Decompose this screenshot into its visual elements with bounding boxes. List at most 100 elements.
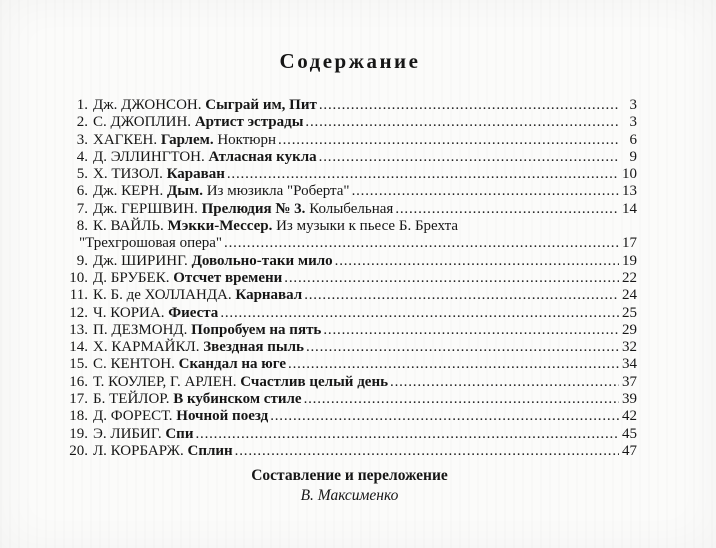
footer-credit-name: В. Максименко: [300, 487, 399, 504]
entry-author: Л. КОРБАРЖ.: [93, 442, 188, 459]
footer: Составление и переложение В. Максименко: [62, 466, 637, 506]
entry-title: Сыграй им, Пит: [205, 97, 317, 113]
toc-entry: 2. С. ДЖОПЛИН. Артист эстрады............…: [62, 114, 637, 131]
entry-number: 6.: [76, 183, 88, 200]
entry-text: П. ДЕЗМОНД. Попробуем на пять: [88, 322, 321, 339]
page-number: 9: [629, 148, 638, 165]
entry-text: Д. БРУБЕК. Отсчет времени: [88, 270, 282, 287]
dot-leader: ........................................…: [288, 356, 619, 373]
entry-text: ХАГКЕН. Гарлем. Ноктюрн: [88, 132, 276, 149]
entry-number: 20.: [69, 442, 88, 459]
page-number: 22: [622, 269, 637, 286]
page-number: 32: [622, 339, 637, 356]
page-number: 45: [622, 425, 637, 442]
toc-entry: 13. П. ДЕЗМОНД. Попробуем на пять........…: [62, 322, 637, 339]
entry-number: 18.: [69, 408, 88, 425]
entry-author: Д. ФОРЕСТ.: [93, 408, 177, 425]
entry-number: 19.: [69, 425, 88, 442]
entry-text: Д. ФОРЕСТ. Ночной поезд: [88, 408, 268, 425]
toc-entry: 18. Д. ФОРЕСТ. Ночной поезд..............…: [62, 408, 637, 425]
toc-entry: 10. Д. БРУБЕК. Отсчет времени............…: [62, 270, 637, 287]
entry-subtitle: Из мюзикла "Роберта": [202, 183, 350, 200]
entry-title: Счастлив целый день: [240, 373, 389, 390]
entry-title: Карнавал: [235, 287, 303, 304]
entry-author: Х. КАРМАЙКЛ.: [93, 339, 204, 356]
toc-entry: 12. Ч. КОРИА. Фиеста.....................…: [62, 305, 637, 322]
toc-entry: 5. Х. ТИЗОЛ. Караван.....................…: [62, 166, 637, 183]
entry-number: 8.: [76, 218, 88, 235]
entry-title: Атласная кукла: [208, 148, 317, 165]
page-number: 13: [622, 183, 637, 200]
dot-leader: ........................................…: [303, 391, 619, 408]
entry-author: Дж. ШИРИНГ.: [93, 252, 192, 269]
page-title: Содержание: [279, 49, 421, 73]
entry-number: 13.: [69, 321, 88, 338]
toc-entry: 1. Дж. ДЖОНСОН. Сыграй им, Пит...........…: [62, 97, 637, 114]
dot-leader: ........................................…: [351, 183, 619, 200]
toc-entry-continuation: "Трехгрошовая опера"....................…: [62, 235, 637, 252]
entry-text: Б. ТЕЙЛОР. В кубинском стиле: [88, 391, 302, 408]
toc-list: 1. Дж. ДЖОНСОН. Сыграй им, Пит...........…: [62, 97, 637, 460]
entry-title: Спи: [165, 425, 194, 442]
toc-entry: 4. Д. ЭЛЛИНГТОН. Атласная кукла..........…: [62, 149, 637, 166]
entry-title: В кубинском стиле: [173, 391, 302, 408]
entry-text: Л. КОРБАРЖ. Сплин: [88, 443, 233, 460]
toc-entry: 16. Т. КОУЛЕР, Г. АРЛЕН. Счастлив целый д…: [62, 374, 637, 391]
entry-number: 5.: [76, 166, 88, 183]
toc-entry: 8. К. ВАЙЛЬ. Мэкки-Мессер. Из музыки к пь…: [62, 218, 637, 235]
entry-author: Дж. КЕРН.: [93, 183, 167, 200]
entry-text: К. ВАЙЛЬ. Мэкки-Мессер. Из музыки к пьес…: [88, 218, 458, 235]
dot-leader: ........................................…: [304, 287, 619, 304]
page-number: 47: [622, 442, 637, 459]
entry-title: Звездная пыль: [203, 339, 304, 356]
entry-number: 9.: [76, 252, 88, 269]
dot-leader: ........................................…: [234, 442, 619, 459]
entry-text: С. КЕНТОН. Скандал на юге: [88, 356, 286, 373]
toc-entry: 14. Х. КАРМАЙКЛ. Звездная пыль...........…: [62, 339, 637, 356]
entry-number: 7.: [76, 200, 88, 217]
entry-text: Ч. КОРИА. Фиеста: [88, 305, 218, 322]
entry-title: Скандал на юге: [178, 356, 287, 373]
entry-title: Прелюдия № 3.: [201, 200, 306, 217]
entry-number: 15.: [69, 356, 88, 373]
toc-entry: 11. К. Б. де ХОЛЛАНДА. Карнавал..........…: [62, 287, 637, 304]
dot-leader: ........................................…: [334, 252, 619, 269]
toc-entry: 20. Л. КОРБАРЖ. Сплин....................…: [62, 443, 637, 460]
dot-leader: ........................................…: [278, 131, 619, 148]
dot-leader: ........................................…: [224, 235, 619, 252]
entry-author: С. КЕНТОН.: [93, 356, 179, 373]
entry-text: Э. ЛИБИГ. Спи: [88, 426, 193, 443]
entry-number: 14.: [69, 339, 88, 356]
dot-leader: ........................................…: [226, 166, 619, 183]
page-number: 14: [622, 200, 637, 217]
dot-leader: ........................................…: [395, 200, 619, 217]
entry-number: 11.: [69, 287, 88, 304]
toc-entry: 6. Дж. КЕРН. Дым. Из мюзикла "Роберта"...…: [62, 183, 637, 200]
entry-author: Т. КОУЛЕР, Г. АРЛЕН.: [93, 373, 241, 390]
entry-number: 4.: [76, 148, 88, 165]
entry-author: Э. ЛИБИГ.: [93, 425, 166, 442]
entry-text: Х. ТИЗОЛ. Караван: [88, 166, 225, 183]
page-number: 3: [629, 114, 638, 131]
entry-text: Дж. ДЖОНСОН. Сыграй им, Пит: [88, 97, 317, 114]
dot-leader: ........................................…: [323, 321, 619, 338]
entry-text: Х. КАРМАЙКЛ. Звездная пыль: [88, 339, 304, 356]
toc-entry: 17. Б. ТЕЙЛОР. В кубинском стиле.........…: [62, 391, 637, 408]
entry-author: С. ДЖОПЛИН.: [93, 114, 195, 131]
entry-title: Караван: [166, 166, 225, 183]
entry-text: Дж. ГЕРШВИН. Прелюдия № 3. Колыбельная: [88, 201, 393, 218]
entry-continuation-text: "Трехгрошовая опера": [79, 235, 223, 252]
entry-number: 1.: [76, 97, 88, 113]
page-number: 19: [622, 252, 637, 269]
dot-leader: ........................................…: [305, 339, 619, 356]
entry-author: Д. БРУБЕК.: [93, 269, 174, 286]
entry-subtitle: Ноктюрн: [213, 131, 277, 148]
entry-text: С. ДЖОПЛИН. Артист эстрады: [88, 114, 303, 131]
entry-author: Б. ТЕЙЛОР.: [93, 391, 174, 408]
entry-number: 12.: [69, 304, 88, 321]
toc-entry: 7. Дж. ГЕРШВИН. Прелюдия № 3. Колыбельная…: [62, 201, 637, 218]
footer-credit-role: Составление и переложение: [251, 467, 448, 484]
page-number: 34: [622, 356, 637, 373]
entry-author: Дж. ДЖОНСОН.: [93, 97, 206, 113]
